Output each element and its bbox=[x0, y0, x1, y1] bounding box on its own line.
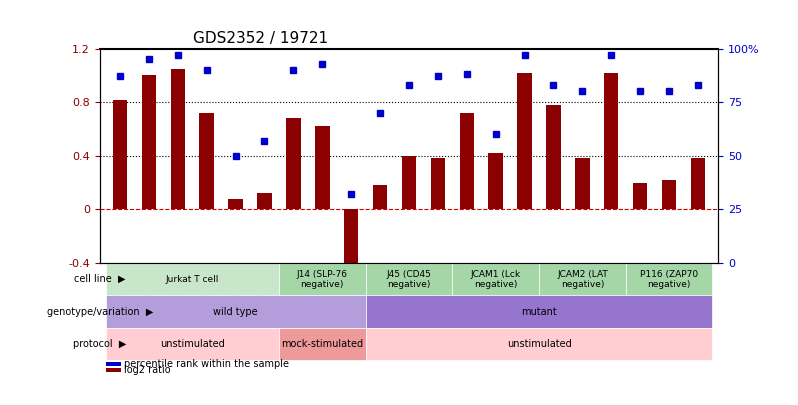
Bar bbox=[575, 158, 590, 209]
Bar bbox=[626, 263, 713, 296]
Text: mock-stimulated: mock-stimulated bbox=[281, 339, 363, 349]
Bar bbox=[228, 199, 243, 209]
Text: JCAM1 (Lck
negative): JCAM1 (Lck negative) bbox=[471, 270, 521, 289]
Bar bbox=[105, 296, 365, 328]
Bar bbox=[365, 328, 713, 360]
Bar bbox=[279, 263, 365, 296]
Bar bbox=[105, 263, 279, 296]
Bar bbox=[286, 118, 301, 209]
Bar bbox=[279, 328, 365, 360]
Text: wild type: wild type bbox=[213, 307, 258, 317]
Bar bbox=[633, 183, 647, 209]
Bar bbox=[106, 368, 121, 372]
Text: Jurkat T cell: Jurkat T cell bbox=[165, 275, 219, 284]
Bar bbox=[401, 156, 417, 209]
Bar bbox=[106, 362, 121, 366]
Text: P116 (ZAP70
negative): P116 (ZAP70 negative) bbox=[640, 270, 698, 289]
Text: unstimulated: unstimulated bbox=[507, 339, 571, 349]
Bar bbox=[257, 193, 271, 209]
Bar bbox=[517, 73, 531, 209]
Text: JCAM2 (LAT
negative): JCAM2 (LAT negative) bbox=[557, 270, 608, 289]
Text: mutant: mutant bbox=[521, 307, 557, 317]
Text: unstimulated: unstimulated bbox=[160, 339, 224, 349]
Bar bbox=[315, 126, 330, 209]
Bar bbox=[373, 185, 387, 209]
Bar bbox=[662, 180, 676, 209]
Text: J45 (CD45
negative): J45 (CD45 negative) bbox=[386, 270, 432, 289]
Bar bbox=[547, 105, 561, 209]
Text: protocol  ▶: protocol ▶ bbox=[73, 339, 126, 349]
Bar bbox=[365, 296, 713, 328]
Text: log2 ratio: log2 ratio bbox=[124, 365, 171, 375]
Bar bbox=[171, 69, 185, 209]
Bar bbox=[539, 263, 626, 296]
Bar bbox=[113, 100, 127, 209]
Text: GDS2352 / 19721: GDS2352 / 19721 bbox=[192, 31, 328, 46]
Bar bbox=[200, 113, 214, 209]
Bar bbox=[142, 75, 156, 209]
Bar bbox=[691, 158, 705, 209]
Text: cell line  ▶: cell line ▶ bbox=[74, 274, 125, 284]
Bar bbox=[431, 158, 445, 209]
Text: J14 (SLP-76
negative): J14 (SLP-76 negative) bbox=[297, 270, 348, 289]
Bar bbox=[452, 263, 539, 296]
Bar bbox=[604, 73, 618, 209]
Text: genotype/variation  ▶: genotype/variation ▶ bbox=[46, 307, 153, 317]
Bar bbox=[460, 113, 474, 209]
Bar bbox=[105, 328, 279, 360]
Bar bbox=[344, 209, 358, 270]
Bar bbox=[488, 153, 503, 209]
Bar bbox=[365, 263, 452, 296]
Text: percentile rank within the sample: percentile rank within the sample bbox=[124, 359, 290, 369]
